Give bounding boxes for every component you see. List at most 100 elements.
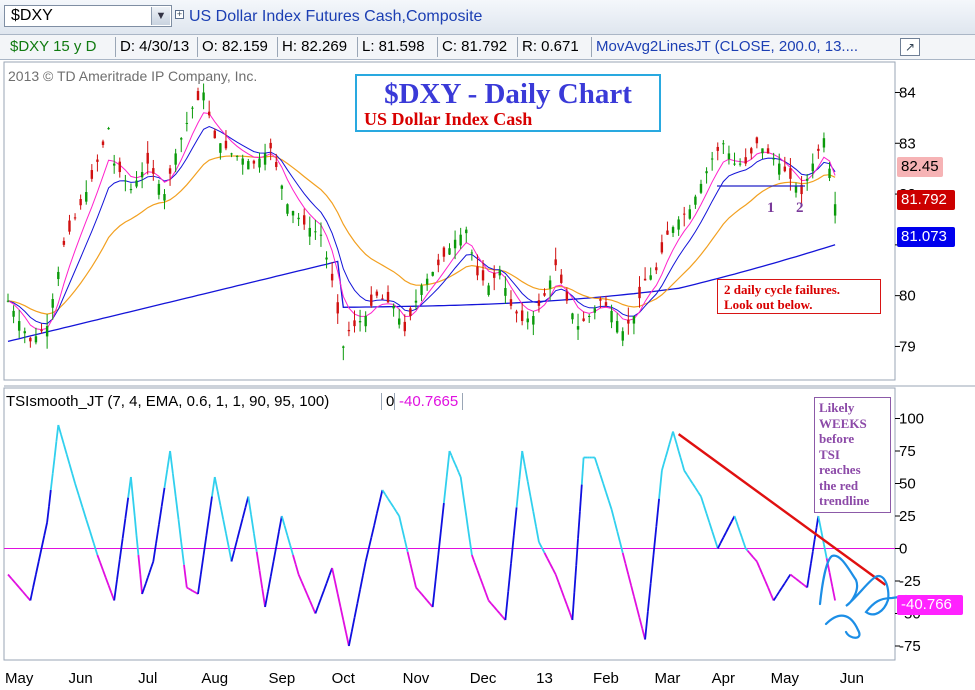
candle-body (319, 234, 323, 236)
tsi-segment (742, 542, 747, 549)
tsi-segment (772, 595, 778, 601)
candle-body (671, 227, 675, 233)
candle-body (269, 142, 272, 149)
tsi-segment (769, 593, 775, 601)
tsi-segment (378, 489, 384, 503)
tsi-segment (579, 484, 583, 512)
tsi-segment (764, 580, 769, 588)
tsi-current-value: -40.7665 (394, 393, 464, 410)
chart-settings-icon[interactable]: ↗ (900, 38, 920, 56)
tsi-segment (596, 465, 602, 476)
chart-title: $DXY - Daily Chart (384, 78, 632, 110)
tsi-note-line: reaches (819, 462, 861, 477)
symbol-selector[interactable]: $DXY ▼ (4, 5, 172, 27)
dropdown-arrow-icon[interactable]: ▼ (151, 7, 170, 25)
candle-body (537, 300, 541, 306)
candle-body (660, 242, 664, 253)
candle-body (96, 159, 99, 162)
tsi-segment (81, 507, 88, 520)
candle-body (833, 204, 837, 216)
tsi-segment (403, 539, 409, 553)
candle-body (576, 326, 580, 330)
tsi-segment (532, 511, 537, 527)
tsi-segment (356, 589, 361, 604)
tsi-segment (801, 582, 805, 587)
tsi-segment (148, 566, 153, 573)
tsi-segment (552, 568, 557, 575)
favorite-box-icon[interactable]: + (175, 9, 184, 19)
tsi-segment (737, 526, 741, 533)
candle-body (655, 267, 658, 271)
tsi-segment (463, 502, 468, 517)
candle-body (705, 171, 708, 174)
tsi-segment (292, 554, 297, 566)
tsi-segment (107, 584, 113, 594)
tsi-segment (674, 437, 678, 445)
candle-body (342, 346, 345, 348)
tsi-segment (121, 518, 127, 539)
study-label[interactable]: MovAvg2LinesJT (CLOSE, 200.0, 13.... (596, 38, 859, 55)
tsi-segment (811, 539, 816, 552)
tsi-segment (247, 496, 252, 516)
tsi-segment (392, 506, 398, 513)
price-pane-frame (3, 61, 896, 381)
candle-body (470, 252, 474, 254)
tsi-segment (607, 500, 613, 510)
tsi-segment (666, 444, 671, 452)
tsi-segment (183, 564, 188, 588)
candle-body (291, 210, 295, 216)
tsi-segment (272, 546, 278, 562)
tsi-segment (647, 583, 652, 612)
candle-body (414, 300, 418, 303)
cycle-failure-note: 2 daily cycle failures. Look out below. (717, 279, 881, 314)
tsi-segment (412, 575, 417, 588)
candle-body (800, 184, 803, 195)
tsi-segment (43, 522, 48, 536)
tsi-segment (409, 563, 415, 576)
tsi-note-line: TSI (819, 446, 840, 462)
x-axis-label: Oct (332, 670, 356, 687)
candle-body (196, 91, 200, 101)
symbol-period[interactable]: $DXY 15 y D (6, 37, 116, 57)
tsi-segment (681, 463, 686, 471)
candle-body (386, 291, 390, 303)
tsi-study-name[interactable]: TSIsmooth_JT (7, 4, EMA, 0.6, 1, 1, 90, … (6, 393, 330, 410)
tsi-note-line: the red (819, 477, 859, 493)
candle-body (275, 162, 278, 167)
tsi-note-line: trendline (819, 493, 870, 508)
candle-body (677, 219, 680, 230)
tsi-segment (180, 541, 185, 565)
x-axis-label: May (771, 670, 800, 687)
tsi-segment (14, 582, 20, 589)
tsi-segment (131, 496, 136, 517)
tsi-segment (828, 572, 834, 587)
candle-body (90, 170, 94, 179)
tsi-segment (571, 592, 576, 621)
tsi-segment (11, 578, 17, 584)
tsi-segment (233, 539, 238, 551)
candle-body (40, 329, 43, 332)
tsi-segment (199, 554, 205, 575)
chart-title-box: $DXY - Daily Chart US Dollar Index Cash (355, 74, 661, 132)
candle-body (498, 270, 501, 276)
candle-body (51, 299, 54, 308)
tsi-segment (440, 502, 445, 530)
candle-body (688, 209, 692, 219)
tsi-segment (619, 541, 624, 554)
tsi-note-line: WEEKS (819, 415, 867, 431)
tsi-segment (739, 532, 743, 538)
tsi-segment (322, 582, 328, 592)
ma-short-price-label: 82.45 (897, 157, 943, 177)
tsi-segment (471, 554, 476, 563)
tsi-segment (825, 558, 831, 573)
note-line-2: Look out below. (724, 297, 813, 312)
x-axis-label: Dec (470, 670, 497, 687)
candle-body (308, 227, 311, 237)
tsi-segment (672, 431, 676, 439)
candle-body (107, 128, 110, 130)
candle-body (744, 157, 747, 164)
tsi-segment (752, 556, 756, 560)
candle-body (750, 148, 753, 154)
candle-body (437, 259, 440, 266)
